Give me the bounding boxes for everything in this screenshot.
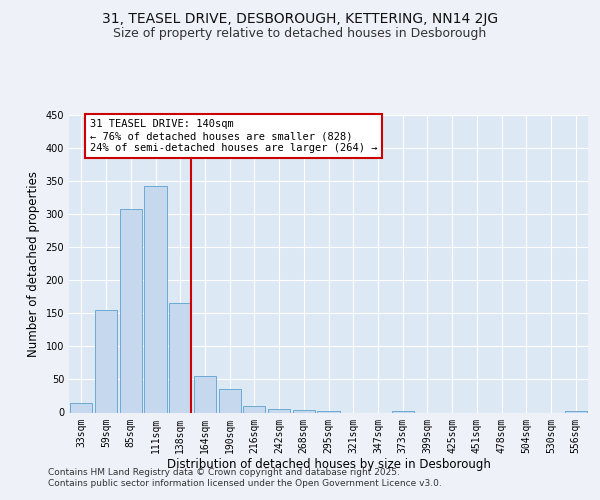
Bar (293, 410, 315, 412)
Bar (243, 406, 265, 412)
X-axis label: Distribution of detached houses by size in Desborough: Distribution of detached houses by size … (167, 458, 490, 471)
Bar (70, 402, 92, 412)
Bar (95, 310, 117, 412)
Bar (119, 209, 142, 412)
Text: Contains HM Land Registry data © Crown copyright and database right 2025.
Contai: Contains HM Land Registry data © Crown c… (48, 468, 442, 487)
Bar (268, 408, 290, 412)
Bar (317, 410, 340, 412)
Y-axis label: Number of detached properties: Number of detached properties (27, 171, 40, 357)
Text: Size of property relative to detached houses in Desborough: Size of property relative to detached ho… (113, 28, 487, 40)
Text: 31 TEASEL DRIVE: 140sqm
← 76% of detached houses are smaller (828)
24% of semi-d: 31 TEASEL DRIVE: 140sqm ← 76% of detache… (90, 120, 377, 152)
Bar (218, 390, 241, 412)
Bar (565, 410, 587, 412)
Bar (194, 376, 216, 412)
Bar (392, 410, 414, 412)
Bar (145, 186, 167, 412)
Bar (169, 304, 191, 412)
Text: 31, TEASEL DRIVE, DESBOROUGH, KETTERING, NN14 2JG: 31, TEASEL DRIVE, DESBOROUGH, KETTERING,… (102, 12, 498, 26)
